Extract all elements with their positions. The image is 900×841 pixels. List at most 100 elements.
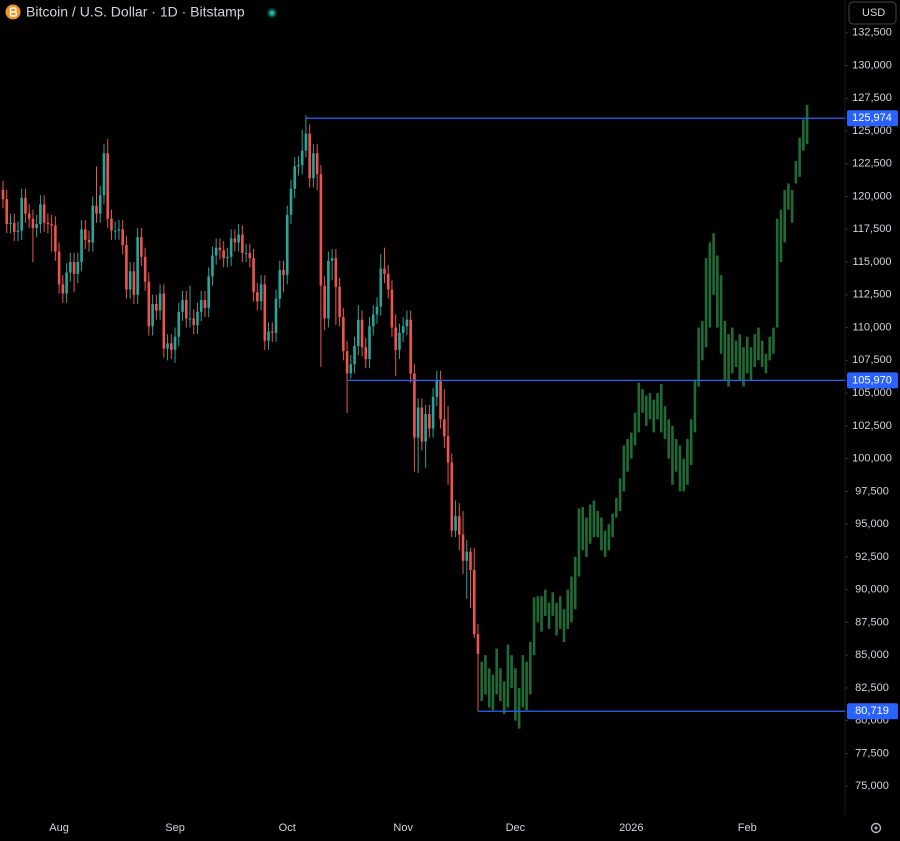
y-tick-label: 112,500 [853,289,892,301]
projection-bar [618,478,622,512]
projection-bar [626,438,629,472]
y-tick-label: 92,500 [855,551,889,563]
candle-body [293,166,297,189]
candle-body [113,230,117,232]
projection-bar [502,681,506,715]
candle-body [155,303,158,311]
candle-body [315,153,319,175]
projection-bar [667,419,671,459]
currency-label[interactable]: USD [862,7,885,19]
candle-body [54,225,57,252]
projection-bar [686,438,689,485]
candle-body [308,133,311,179]
candle-body [46,222,50,225]
y-tick-label: 122,500 [852,158,892,170]
candle-body [289,188,293,215]
projection-bar [611,513,614,538]
projection-bar [760,340,764,367]
candle-body [188,318,192,320]
projection-bar [525,661,528,711]
y-tick-label: 125,000 [852,125,892,137]
candle-body [214,247,218,256]
projection-bar [600,517,603,551]
settings-icon-center[interactable] [874,826,878,830]
candle-body [469,551,472,570]
candle-body [83,229,87,240]
projection-bar [704,258,708,348]
candle-body [274,298,278,333]
projection-bar [529,642,532,695]
projection-bar [656,393,659,420]
projection-bar [648,393,652,420]
candle-body [446,436,450,463]
projection-bar [768,336,771,361]
candle-body [147,281,151,327]
candle-body [472,569,476,635]
projection-bar [738,334,742,380]
settings-icon[interactable] [870,822,882,834]
candle-body [50,224,53,226]
candle-body [166,343,169,349]
chart-title: Bitcoin / U.S. Dollar · 1D · Bitstamp [26,4,245,20]
projection-bar [491,674,495,711]
candle-body [413,373,416,438]
candle-body [443,419,446,437]
candle-body [91,205,95,243]
projection-bar [723,321,727,380]
candle-body [20,197,23,231]
candle-body [192,318,196,325]
candle-body [357,319,360,346]
candle-body [117,229,121,231]
candle-body [297,165,300,167]
candle-body [211,255,214,277]
candle-body [461,534,465,561]
y-tick-label: 117,500 [853,223,892,235]
candle-body [229,238,233,257]
level-label: 125,974 [852,112,892,124]
projection-bar [757,327,760,361]
projection-bar [734,340,738,367]
candle-body [476,634,480,654]
projection-bar [805,104,809,145]
candle-body [203,300,207,308]
y-tick-label: 107,500 [852,354,892,366]
projection-bar [581,507,584,551]
candle-body [184,300,188,319]
projection-bar [693,379,697,433]
candle-body [248,252,252,259]
candle-body [244,252,248,254]
candle-body [323,285,326,319]
candle-body [151,303,154,327]
y-tick-label: 130,000 [852,59,892,71]
projection-bar [719,275,723,354]
level-label: 105,970 [852,374,892,386]
candle-body [465,551,469,561]
projection-bar [671,425,674,485]
candle-body [1,189,5,200]
projection-bar [521,655,525,708]
projection-bar [708,242,712,328]
projection-bar [562,609,566,643]
level-label: 80,719 [855,705,889,717]
candle-body [398,332,401,350]
projection-bar [540,596,543,632]
x-tick-label: Aug [49,822,69,834]
candle-body [424,414,427,442]
candle-body [9,222,12,225]
projection-bar [637,382,641,433]
projection-bar [555,602,558,636]
candle-body [132,271,136,295]
candle-body [5,199,9,225]
candle-body [76,262,80,274]
candle-body [304,133,308,151]
candle-body [416,407,420,438]
candle-body [360,319,364,348]
candle-body [379,268,383,307]
candle-body [57,251,61,285]
currency-button[interactable] [848,1,897,25]
projection-bar [779,209,783,263]
candle-body [69,262,72,273]
candle-body [16,230,20,232]
status-dot [269,10,275,16]
